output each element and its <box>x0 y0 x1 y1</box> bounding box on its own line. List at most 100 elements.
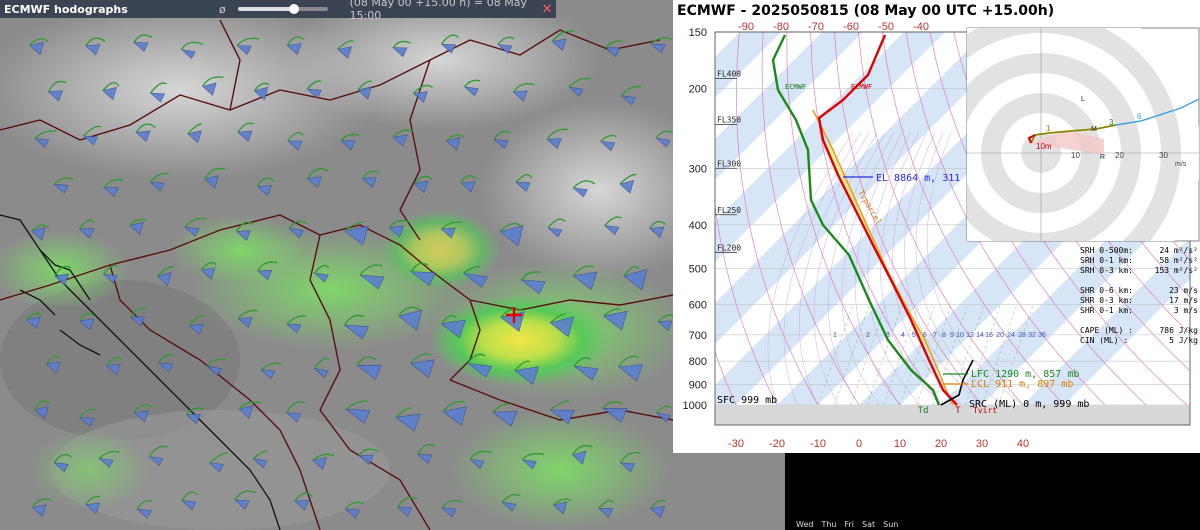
lfc-label: LFC 1290 m, 857 mb <box>971 369 1079 380</box>
wind-hodograph-glyph <box>313 264 330 283</box>
pressure-tick-label: 700 <box>689 330 707 342</box>
sfc-label: SFC 999 mb <box>717 395 777 406</box>
wind-hodograph-glyph <box>105 356 123 376</box>
t-label: T <box>955 406 961 416</box>
indices-table: SRH 0-500m: 24 m²/s² SRH 0-1 km: 58 m²/s² SR… <box>1080 246 1198 345</box>
wind-hodograph-glyph <box>619 451 641 473</box>
flight-level-label: FL350 <box>717 115 741 124</box>
wind-hodograph-glyph <box>236 37 260 55</box>
wind-hodograph-glyph <box>463 79 481 97</box>
toolbar-day-0[interactable]: Wed <box>796 520 814 529</box>
wind-hodograph-glyph <box>649 221 667 238</box>
dry-adiabat <box>905 32 1106 405</box>
wind-hodograph-glyph <box>460 174 477 193</box>
moist-adiabat <box>813 132 878 405</box>
mixing-ratio-label: 5 <box>912 332 916 339</box>
wind-hodograph-glyph <box>515 173 532 192</box>
day-toolbar: Wed Thu Fri Sat Sun <box>792 520 902 530</box>
time-slider[interactable] <box>238 4 328 14</box>
hodograph-point-6: 6 <box>1137 112 1142 121</box>
dewpoint-model-label: ECMWF <box>785 83 806 91</box>
wind-hodograph-glyph <box>359 264 385 290</box>
wind-hodograph-glyph <box>392 129 414 147</box>
map-canvas[interactable] <box>0 0 673 530</box>
wind-hodograph-glyph <box>287 131 304 151</box>
time-slider-knob[interactable] <box>289 4 300 14</box>
hodograph-ring-label: 20 <box>1115 151 1124 160</box>
toolbar-day-2[interactable]: Fri <box>844 520 855 529</box>
hodograph-point-r: R <box>1100 154 1105 161</box>
pressure-tick-label: 150 <box>689 27 707 39</box>
hodograph-map[interactable]: ECMWF hodographs ø (08 May 00 +15.00 h) … <box>0 0 673 530</box>
wind-hodograph-glyph <box>551 30 575 51</box>
wind-hodograph-glyph <box>549 313 575 338</box>
wind-hodograph-glyph <box>392 40 411 58</box>
index-label: SHR 0-1 km: <box>1080 306 1133 315</box>
wind-hodograph-glyph <box>409 353 435 378</box>
wind-hodograph-glyph <box>129 218 147 235</box>
pressure-tick-label: 600 <box>689 300 707 312</box>
virtual-temp-curve <box>940 359 974 406</box>
close-icon[interactable]: ✕ <box>541 1 553 17</box>
bottom-temp-tick-label: 30 <box>976 438 988 450</box>
index-value: 786 J/kg <box>1159 326 1198 335</box>
dry-adiabat <box>761 32 860 405</box>
toolbar-day-4[interactable]: Sun <box>883 520 899 529</box>
hodograph-point-10m: 10m <box>1036 142 1052 151</box>
wind-hodograph-glyph <box>260 362 282 380</box>
temp-model-label: ECMWF <box>851 83 872 91</box>
toolbar-day-1[interactable]: Thu <box>821 520 837 529</box>
mixing-ratio-label: 8 <box>942 332 946 339</box>
bottom-temp-tick-label: 40 <box>1017 438 1029 450</box>
wind-hodograph-glyph <box>395 407 421 432</box>
flight-level-label: FL300 <box>717 159 741 168</box>
mixing-ratio-label: 3 <box>886 332 890 339</box>
bottom-temp-tick-label: 0 <box>856 438 862 450</box>
tvirt-label: Tvirt <box>973 406 997 415</box>
time-slider-fill <box>238 7 295 11</box>
wind-hodograph-glyph <box>85 37 106 56</box>
red-cross-marker-icon[interactable] <box>506 307 522 323</box>
wind-hodograph-glyph <box>650 500 667 518</box>
wind-hodograph-glyph <box>204 167 226 189</box>
index-label: SRH 0-1 km: <box>1080 256 1133 265</box>
dry-adiabat <box>715 32 778 405</box>
wind-hodograph-glyph <box>34 400 50 420</box>
mixing-ratio-label: 4 <box>901 332 905 339</box>
wind-hodograph-glyph <box>546 128 569 149</box>
wind-hodograph-glyph <box>500 308 525 332</box>
flight-level-label: FL250 <box>717 206 741 215</box>
dry-adiabat <box>786 32 901 405</box>
wind-hodograph-glyph <box>521 453 545 470</box>
wind-hodograph-glyph <box>410 262 436 287</box>
wind-hodograph-glyph <box>655 405 672 423</box>
mixing-ratio-label: 7 <box>933 332 937 339</box>
wind-hodograph-glyph <box>102 82 120 101</box>
wind-hodograph-glyph <box>102 264 118 284</box>
mixing-ratio-label: 36 <box>1038 332 1046 339</box>
dewpoint-curve <box>771 34 941 406</box>
wind-hodograph-glyph <box>340 133 360 151</box>
wind-hodograph-glyph <box>572 180 596 198</box>
mixing-ratio-label: 6 <box>923 332 927 339</box>
moist-adiabat <box>767 132 854 405</box>
wind-hodograph-glyph <box>413 175 433 194</box>
wind-hodograph-glyph <box>358 448 380 466</box>
wind-hodograph-glyph <box>293 492 313 511</box>
wind-hodograph-glyph <box>306 168 329 189</box>
wind-hodograph-glyph <box>412 84 434 103</box>
slider-icon: ø <box>218 2 226 16</box>
wind-hodograph-glyph <box>103 179 123 198</box>
wind-hodograph-glyph <box>187 123 202 144</box>
wind-hodograph-glyph <box>53 454 73 473</box>
hodograph-point-m: M <box>1091 126 1097 133</box>
wind-hodograph-glyph <box>514 360 539 385</box>
moist-adiabat <box>799 132 870 405</box>
top-temp-tick-label: -70 <box>808 21 824 33</box>
wind-hodograph-glyph <box>619 173 637 194</box>
wind-hodograph-glyph <box>617 355 644 382</box>
wind-hodograph-glyph <box>440 314 466 339</box>
wind-hodograph-glyph <box>135 123 156 143</box>
pressure-tick-label: 300 <box>689 163 707 175</box>
toolbar-day-3[interactable]: Sat <box>862 520 876 529</box>
